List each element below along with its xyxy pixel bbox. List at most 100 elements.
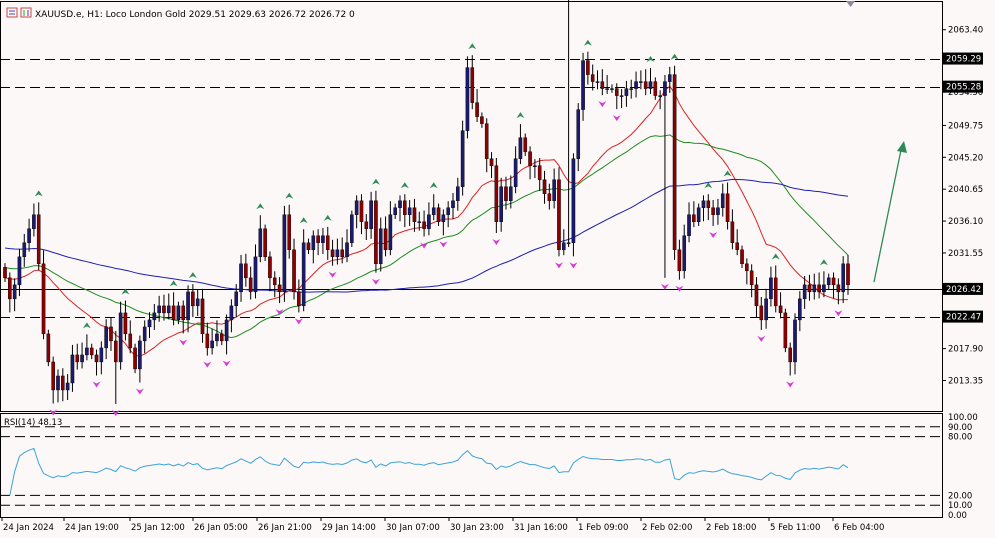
fractal-up-icon — [371, 178, 380, 185]
candle-body — [518, 137, 523, 159]
candle-body — [460, 130, 465, 187]
candle-body — [480, 116, 484, 124]
fractal-down-icon — [757, 335, 766, 342]
candle-body — [123, 312, 128, 335]
candle-body — [533, 165, 537, 167]
symbol-info: XAUUSD.e, H1: Loco London Gold 2029.51 2… — [35, 10, 355, 20]
candle-body — [735, 242, 740, 251]
candle-body — [89, 347, 94, 356]
fractal-down-icon — [49, 409, 58, 416]
fractal-up-icon — [188, 272, 197, 279]
price-tick-label: 2049.75 — [948, 121, 983, 131]
rsi-level-label: 90.00 — [948, 423, 972, 433]
candle-body — [552, 179, 556, 201]
candle-body — [446, 207, 450, 215]
candle-body — [157, 305, 161, 314]
candle-body — [118, 312, 123, 363]
candle-body — [658, 95, 662, 97]
candle-body — [403, 200, 407, 215]
fractal-up-icon — [646, 56, 655, 63]
candle-body — [807, 284, 812, 293]
chart-icon[interactable] — [6, 7, 18, 18]
candle-body — [571, 158, 576, 243]
fractal-down-icon — [371, 278, 380, 285]
candle-body — [634, 81, 638, 89]
candle-body — [619, 95, 624, 97]
candle-body — [822, 284, 826, 293]
time-tick-label: 26 Jan 21:00 — [258, 523, 312, 533]
candle-body — [244, 263, 248, 279]
fractal-down-icon — [420, 242, 429, 249]
candle-body — [610, 88, 614, 90]
trend-arrow-icon — [897, 141, 907, 153]
candle-body — [451, 200, 455, 208]
price-tick-label: 2054.50 — [948, 88, 983, 98]
fractal-down-icon — [294, 318, 303, 325]
candle-body — [470, 67, 475, 103]
rsi-level-label: 100.00 — [948, 413, 978, 423]
fractal-up-icon — [400, 182, 409, 189]
template-icon[interactable] — [20, 7, 32, 18]
candle-body — [292, 249, 296, 293]
candle-body — [229, 305, 234, 321]
price-tick-label: 2017.90 — [948, 345, 983, 355]
candle-body — [427, 214, 431, 229]
candle-body — [783, 312, 788, 349]
candle-body — [759, 305, 764, 321]
candle-body — [325, 235, 330, 251]
header-icons — [6, 7, 32, 18]
price-tick-label: 2063.40 — [948, 26, 983, 36]
candles[interactable] — [3, 0, 850, 404]
candle-body — [142, 326, 147, 342]
rsi-level-label: 10.00 — [948, 501, 972, 511]
time-tick-label: 2 Feb 18:00 — [706, 523, 756, 533]
candle-body — [61, 375, 65, 391]
candle-body — [200, 298, 205, 335]
candle-body — [692, 214, 696, 222]
candle-body — [836, 284, 841, 293]
fractal-down-icon — [554, 262, 563, 269]
candle-body — [272, 277, 277, 286]
candle-body — [667, 74, 672, 82]
candle-body — [378, 228, 383, 265]
candle-body — [431, 207, 436, 215]
candle-body — [99, 347, 104, 363]
fractal-down-icon — [660, 283, 669, 290]
candle-body — [701, 200, 706, 208]
candle-body — [663, 81, 667, 96]
moving-averages — [4, 85, 849, 357]
candle-body — [600, 81, 605, 89]
trend-arrow-line — [873, 149, 902, 283]
candle-body — [407, 207, 412, 215]
trend-arrow[interactable] — [873, 141, 907, 283]
candle-body — [542, 179, 547, 194]
candle-body — [576, 109, 581, 159]
candle-body — [46, 333, 51, 363]
candle-body — [297, 291, 301, 307]
candle-body — [268, 256, 272, 279]
candle-body — [113, 340, 118, 363]
chart-frame — [0, 1, 943, 518]
fractal-down-icon — [135, 388, 144, 395]
candle-body — [441, 214, 446, 222]
candle-body — [109, 326, 113, 342]
candle-body — [239, 263, 243, 293]
candle-body — [147, 319, 152, 328]
candle-body — [749, 270, 754, 286]
candle-body — [639, 81, 643, 83]
time-tick-label: 30 Jan 07:00 — [386, 523, 440, 533]
candle-body — [398, 200, 402, 208]
candle-body — [696, 207, 701, 222]
candle-body — [75, 354, 80, 363]
fractal-up-icon — [819, 259, 828, 266]
candle-body — [277, 284, 282, 293]
time-tick-label: 1 Feb 09:00 — [578, 523, 628, 533]
fractal-down-icon — [275, 309, 284, 316]
fractal-down-icon — [786, 381, 795, 388]
price-tag — [943, 80, 983, 93]
fractal-down-icon — [328, 271, 337, 278]
candle-body — [263, 228, 267, 258]
fractal-up-icon — [299, 217, 308, 224]
